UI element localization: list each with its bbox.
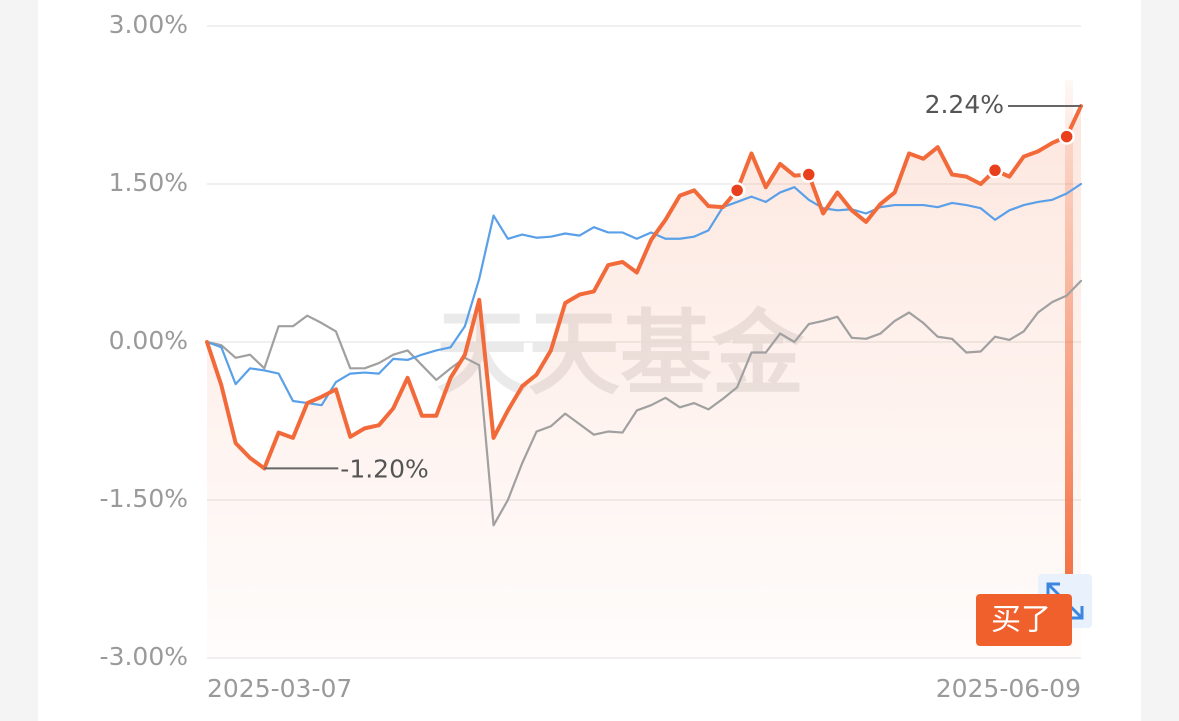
value-label: 2.24% — [925, 90, 1004, 119]
buy-line — [1065, 80, 1073, 610]
y-tick-label: -1.50% — [100, 484, 188, 513]
x-tick-label: 2025-06-09 — [936, 674, 1081, 703]
y-tick-label: 3.00% — [109, 10, 188, 39]
series-line — [205, 104, 1083, 471]
x-tick-label: 2025-03-07 — [207, 674, 352, 703]
y-tick-label: 1.50% — [109, 168, 188, 197]
y-tick-label: -3.00% — [100, 642, 188, 671]
series-line — [205, 182, 1083, 407]
area — [207, 106, 1081, 658]
buy-dot — [728, 182, 746, 199]
series-line — [205, 279, 1083, 527]
buy-dot — [800, 166, 818, 183]
buy-dot — [1058, 128, 1075, 145]
buy-dot — [986, 162, 1004, 179]
buy-tag — [976, 594, 1072, 646]
value-label: -1.20% — [340, 454, 428, 483]
y-tick-label: 0.00% — [109, 326, 188, 355]
expand-icon — [1046, 582, 1084, 620]
buy-label: 买了 — [991, 603, 1051, 638]
